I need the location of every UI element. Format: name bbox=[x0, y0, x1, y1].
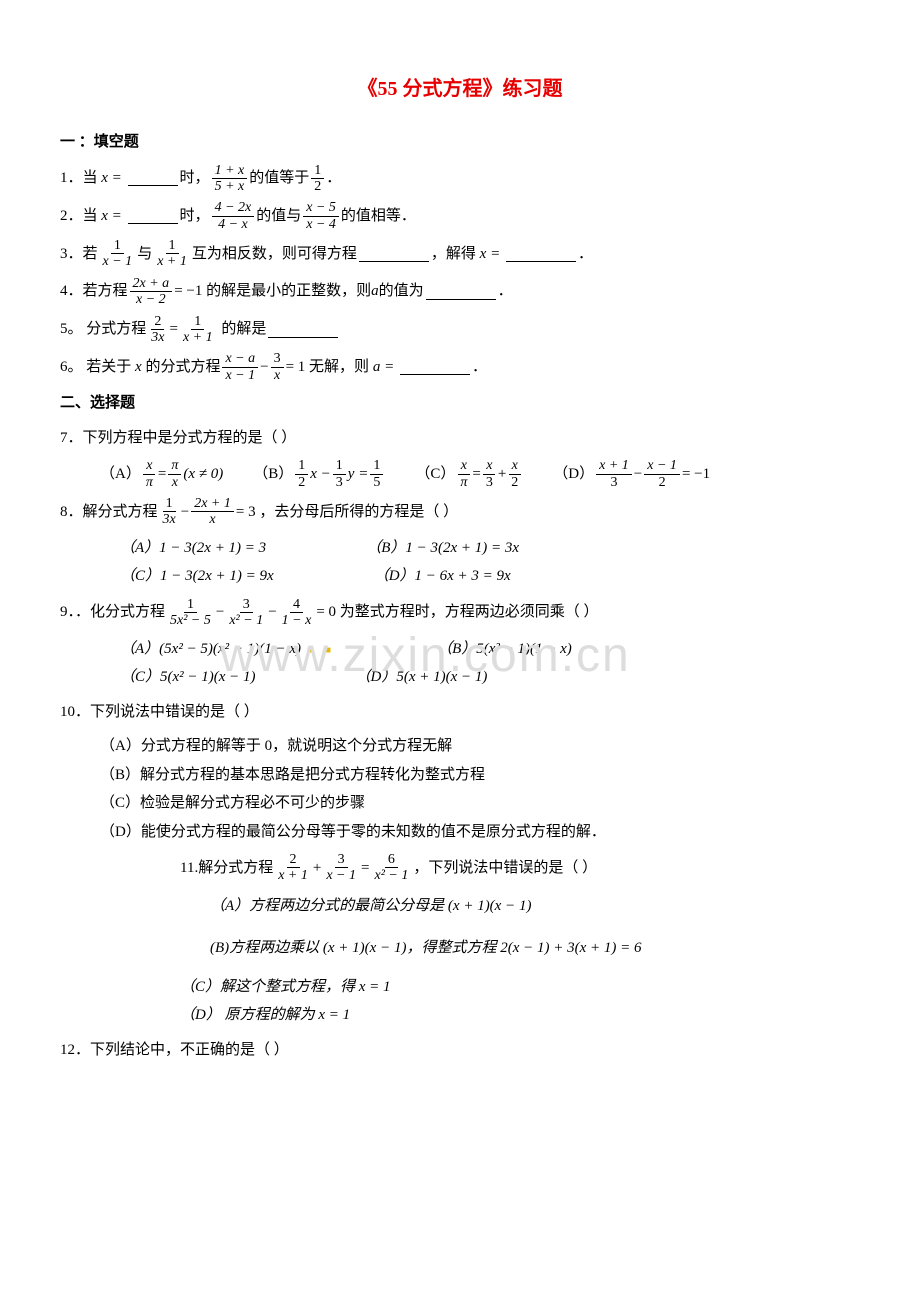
question-9-row2: （C）5(x² − 1)(x − 1)（D）5(x + 1)(x − 1) bbox=[60, 663, 860, 692]
question-8-row2: （C）1 − 3(2x + 1) = 9x（D）1 − 6x + 3 = 9x bbox=[60, 562, 860, 591]
q11-optD: （D） 原方程的解为 x = 1 bbox=[60, 1001, 860, 1030]
question-8-row1: （A）1 − 3(2x + 1) = 3（B）1 − 3(2x + 1) = 3… bbox=[60, 534, 860, 563]
q11-optC: （C）解这个整式方程，得 x = 1 bbox=[60, 973, 860, 1002]
q11-optA: （A）方程两边分式的最简公分母是 (x + 1)(x − 1) bbox=[60, 892, 860, 921]
question-2: 2．当 x = 时， 4 − 2x4 − x 的值与 x − 5x − 4 的值… bbox=[60, 200, 860, 232]
q10-optB: （B）解分式方程的基本思路是把分式方程转化为整式方程 bbox=[60, 761, 860, 790]
q10-optC: （C）检验是解分式方程必不可少的步骤 bbox=[60, 789, 860, 818]
page-title: 《55 分式方程》练习题 bbox=[60, 70, 860, 108]
section-2-heading: 二、选择题 bbox=[60, 389, 860, 418]
question-6: 6。 若关于 x 的分式方程 x − ax − 1 − 3x = 1 无解，则 … bbox=[60, 351, 860, 383]
section-1-heading: 一 ：填空题 bbox=[60, 128, 860, 157]
question-9: 9．．化分式方程 15x² − 5 − 3x² − 1 − 41 − x = 0… bbox=[60, 597, 860, 629]
question-4: 4．若方程 2x + ax − 2 = −1 的解是最小的正整数，则 a 的值为… bbox=[60, 276, 860, 308]
question-10: 10．下列说法中错误的是（ ） bbox=[60, 698, 860, 727]
question-7-options: （A） xπ = πx (x ≠ 0) （B） 12 x − 13 y = 15… bbox=[60, 458, 860, 490]
question-9-row1: （A）(5x² − 5)(x² − 1)(1 − x)■■ （B）5(x² − … bbox=[60, 635, 860, 664]
question-5: 5。 分式方程 23x = 1x + 1 的解是 bbox=[60, 314, 860, 346]
question-7: 7．下列方程中是分式方程的是（ ） bbox=[60, 424, 860, 453]
question-1: 1．当 x = 时， 1 + x5 + x 的值等于 12 ． bbox=[60, 163, 860, 195]
q11-optB: (B)方程两边乘以 (x + 1)(x − 1)，得整式方程 2(x − 1) … bbox=[60, 934, 860, 963]
question-11: 11.解分式方程 2x + 1 + 3x − 1 = 6x² − 1 ，下列说法… bbox=[60, 852, 860, 884]
q10-optA: （A）分式方程的解等于 0，就说明这个分式方程无解 bbox=[60, 732, 860, 761]
question-3: 3．若 1x − 1 与 1x + 1 互为相反数，则可得方程 ，解得 x = … bbox=[60, 238, 860, 270]
question-8: 8．解分式方程 13x − 2x + 1x = 3 ，去分母后所得的方程是（ ） bbox=[60, 496, 860, 528]
question-12: 12．下列结论中，不正确的是（ ） bbox=[60, 1036, 860, 1065]
q10-optD: （D）能使分式方程的最简公分母等于零的未知数的值不是原分式方程的解． bbox=[60, 818, 860, 847]
